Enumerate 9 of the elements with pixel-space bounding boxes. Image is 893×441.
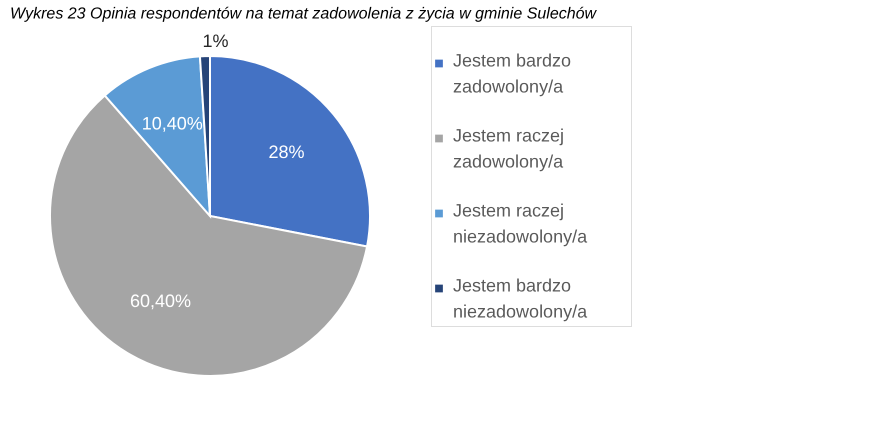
legend-label: Jestem raczej zadowolony/a bbox=[453, 126, 564, 172]
data-label: 28% bbox=[268, 142, 305, 162]
data-label: 60,40% bbox=[130, 290, 192, 311]
data-label: 1% bbox=[202, 31, 228, 52]
legend-label: Jestem raczej niezadowolony/a bbox=[453, 200, 588, 246]
legend-label: Jestem bardzo niezadowolony/a bbox=[453, 276, 588, 322]
data-label: 10,40% bbox=[142, 113, 203, 134]
legend-label: Jestem bardzo zadowolony/a bbox=[453, 50, 572, 96]
chart-title: Wykres 23 Opinia respondentów na temat zadowolenia z życia w gminie Sulechów bbox=[10, 6, 598, 22]
